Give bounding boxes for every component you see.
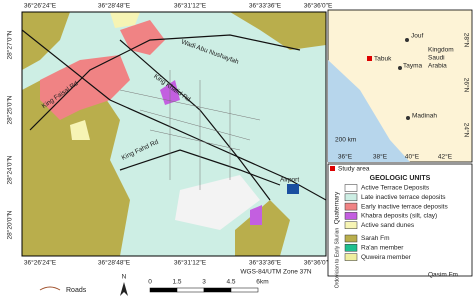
geologic-map xyxy=(22,12,326,256)
legend-swatch xyxy=(344,212,358,220)
legend-swatch xyxy=(344,184,358,192)
map-frame xyxy=(21,11,327,257)
lon-label: 36°36'0"E xyxy=(304,259,333,267)
country-label: Kingdom xyxy=(428,47,454,54)
lon-label: 36°31'12"E xyxy=(174,259,207,267)
inset-lon: 36°E xyxy=(338,153,353,161)
study-area-label: Study area xyxy=(338,166,370,173)
group-label: Quaternary xyxy=(334,191,341,224)
lon-label: 36°26'24"E xyxy=(24,259,57,267)
lat-label: 28°20'0"N xyxy=(6,210,14,239)
study-area-marker xyxy=(367,56,372,61)
inset-scale: 200 km xyxy=(335,137,356,144)
legend-label: Quweira member xyxy=(361,254,412,261)
city-dot xyxy=(398,66,402,70)
inset-lat: 26°N xyxy=(462,78,470,93)
lon-label: 36°31'12"E xyxy=(174,2,207,10)
legend-label: Active sand dunes xyxy=(361,222,415,229)
scale-tick: 0 xyxy=(148,279,152,286)
scale-bar xyxy=(149,287,178,293)
place-label: Jouf xyxy=(411,33,423,40)
lon-label: 36°36'0"E xyxy=(304,2,333,10)
legend-swatch xyxy=(344,234,358,243)
scale-bar xyxy=(230,287,259,293)
scale-tick: 6 xyxy=(256,279,260,286)
scale-tick: 4.5 xyxy=(226,279,235,286)
country-label: Arabia xyxy=(428,63,447,70)
group-label: Ordovician to Early Silurian xyxy=(334,228,340,289)
city-dot xyxy=(405,38,409,42)
country-label: Saudi xyxy=(428,55,445,62)
place-label: Tabuk xyxy=(374,56,392,63)
scale-tick: 1.5 xyxy=(172,279,181,286)
place-label: Tayma xyxy=(403,63,423,70)
footer: Roads N 0 1.5 3 4.5 6 km WGS-84/UTM Zone 37N xyxy=(39,269,312,296)
airport-label: Airport xyxy=(280,177,299,184)
lat-label: 28°27'0"N xyxy=(6,30,14,59)
red-sea xyxy=(328,60,410,162)
projection: WGS-84/UTM Zone 37N xyxy=(240,269,311,276)
legend-swatch xyxy=(344,202,358,211)
inset-lon: 42°E xyxy=(438,153,453,161)
scale-bar xyxy=(203,287,232,293)
study-area-swatch xyxy=(330,166,335,171)
lon-label: 36°28'48"E xyxy=(98,259,131,267)
lon-label: 36°33'36"E xyxy=(249,259,282,267)
legend-label: Ra'an member xyxy=(361,245,404,252)
lat-label: 28°24'0"N xyxy=(6,155,14,184)
legend-swatch xyxy=(344,253,358,261)
lat-label: 28°25'0"N xyxy=(6,95,14,124)
north-arrow xyxy=(120,282,128,296)
airport-icon xyxy=(287,184,299,194)
legend-label: Khabra deposits (silt, clay) xyxy=(361,213,437,220)
inset-lon: 38°E xyxy=(373,153,388,161)
city-dot xyxy=(406,116,410,120)
scale-tick: 3 xyxy=(202,279,206,286)
inset-lat: 24°N xyxy=(462,123,470,138)
legend-swatch xyxy=(344,221,358,229)
legend-label: Active Terrace Deposits xyxy=(361,185,430,192)
scale-bar xyxy=(176,287,205,293)
place-label: Madinah xyxy=(412,113,437,120)
inset-lon: 40°E xyxy=(405,153,420,161)
legend-label: Sarah Fm xyxy=(361,235,390,242)
legend-label: Early inactive terrace deposits xyxy=(361,203,448,210)
inset-lat: 28°N xyxy=(462,33,470,48)
legend-swatch xyxy=(344,193,358,202)
road-symbol xyxy=(39,286,61,291)
lon-label: 36°26'24"E xyxy=(24,2,57,10)
lon-label: 36°33'36"E xyxy=(249,2,282,10)
lon-label: 36°28'48"E xyxy=(98,2,131,10)
group-label: Qasim Fm xyxy=(428,272,458,279)
scale-unit: km xyxy=(260,279,269,286)
north-label: N xyxy=(122,274,127,281)
roads-label: Roads xyxy=(66,287,87,294)
legend-swatch xyxy=(344,244,358,252)
legend-title: GEOLOGIC UNITS xyxy=(370,175,431,182)
legend-label: Late inactive terrace deposits xyxy=(361,194,446,201)
legend: GEOLOGIC UNITS Active Terrace Deposits Lat… xyxy=(334,175,458,288)
